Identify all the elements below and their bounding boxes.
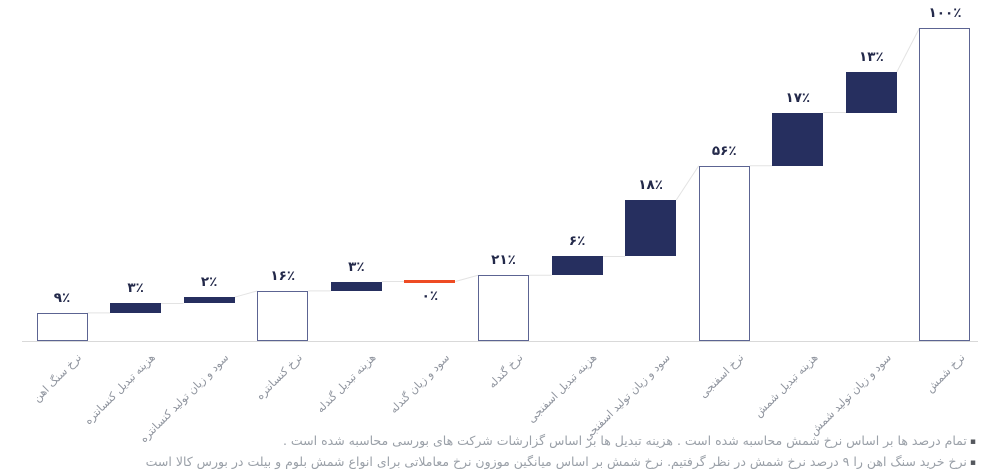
footnote-text-2: نرخ خرید سنگ اهن را ۹ درصد نرخ شمش در نظ… — [145, 454, 967, 469]
connector-line — [675, 165, 700, 201]
bullet-icon: ▪ — [969, 458, 976, 468]
waterfall-bar-3 — [183, 297, 235, 304]
bar-value-label: ۳٪ — [348, 258, 365, 275]
waterfall-bar-5 — [330, 281, 382, 291]
bar-value-label: ۱۷٪ — [785, 89, 811, 106]
waterfall-bar-11 — [772, 112, 824, 166]
waterfall-bar-12 — [845, 71, 897, 113]
waterfall-bar-1 — [36, 312, 88, 341]
waterfall-bar-9 — [625, 200, 677, 257]
connector-line — [455, 274, 479, 283]
waterfall-bar-6 — [404, 280, 456, 284]
footnote-text-1: تمام درصد ها بر اساس نرخ شمش محاسبه شده … — [282, 433, 967, 448]
bar-value-label: ۱۳٪ — [859, 48, 884, 65]
waterfall-bar-7 — [477, 275, 529, 341]
bar-value-label: ۶٪ — [568, 233, 586, 250]
bar-value-label: ۱۸٪ — [638, 177, 664, 194]
waterfall-bar-2 — [110, 303, 162, 313]
waterfall-bar-10 — [698, 165, 750, 341]
waterfall-bar-13 — [919, 28, 971, 341]
connector-line — [234, 290, 258, 298]
waterfall-bar-4 — [257, 290, 309, 341]
connector-line — [896, 27, 920, 73]
footnotes: ▪تمام درصد ها بر اساس نرخ شمش محاسبه شده… — [0, 431, 976, 473]
x-axis-line — [22, 341, 978, 342]
footnote-line-1: ▪تمام درصد ها بر اساس نرخ شمش محاسبه شده… — [0, 431, 976, 452]
waterfall-bar-8 — [551, 256, 603, 276]
bar-value-label: ۲٪ — [200, 274, 218, 291]
bar-value-label: ۵۶٪ — [711, 142, 737, 159]
footnote-line-2: ▪نرخ خرید سنگ اهن را ۹ درصد نرخ شمش در ن… — [0, 452, 976, 473]
bar-value-label: ۰٪ — [421, 287, 439, 304]
bullet-icon: ▪ — [969, 437, 976, 447]
bar-value-label: ۳٪ — [127, 280, 144, 297]
bar-value-label: ۹٪ — [53, 289, 71, 306]
bar-value-label: ۲۱٪ — [491, 252, 516, 269]
bar-value-label: ۱۶٪ — [270, 267, 296, 284]
bar-value-label: ۱۰۰٪ — [928, 5, 962, 21]
